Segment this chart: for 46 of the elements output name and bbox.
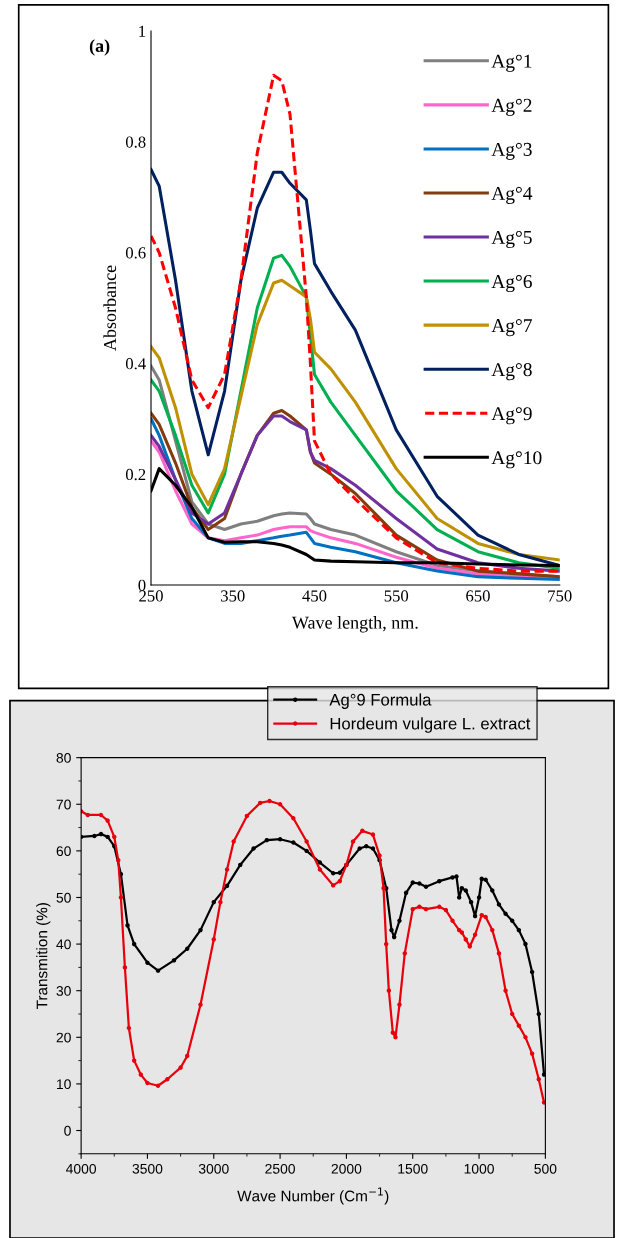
legend-label: Ag°9 <box>491 407 532 425</box>
legend-label: Ag°2 <box>491 98 532 116</box>
y-tick-label: 60 <box>56 846 71 857</box>
x-tick-label: 1500 <box>398 1163 428 1174</box>
y-tick-label: 1 <box>139 25 146 37</box>
x-tick-label: 2500 <box>265 1163 295 1174</box>
legend-label: Ag°7 <box>491 319 532 337</box>
y-tick-label: 80 <box>56 752 71 763</box>
y-tick-label: 40 <box>56 939 71 950</box>
y-tick-label: 0.4 <box>125 358 146 370</box>
legend-label: Ag°5 <box>491 230 532 249</box>
x-tick-label: 4000 <box>65 1163 97 1174</box>
x-tick-label: 500 <box>534 1163 557 1174</box>
legend-label: Ag°1 <box>491 54 532 72</box>
x-tick-label: 2000 <box>331 1163 362 1174</box>
legend-label: Ag°4 <box>491 186 533 204</box>
y-tick-label: 50 <box>56 892 71 903</box>
x-tick-label: 3500 <box>132 1163 163 1174</box>
legend-label: Ag°8 <box>491 363 532 381</box>
x-tick-label: 1000 <box>464 1163 494 1174</box>
y-tick-label: 70 <box>56 799 71 810</box>
y-tick-label: 0 <box>64 1125 71 1136</box>
x-axis-title: Wave Number (Cm$^{−1}$) <box>237 1187 389 1205</box>
x-tick-label: 250 <box>139 590 163 602</box>
legend-label: Ag°10 <box>491 451 542 469</box>
y-tick-label: 0.8 <box>125 136 146 148</box>
y-tick-label: 0.6 <box>125 247 146 259</box>
y-tick-label: 0.2 <box>125 468 146 481</box>
x-tick-label: 750 <box>548 590 572 602</box>
legend-label: Ag°6 <box>491 274 532 293</box>
y-tick-label: 0 <box>138 579 146 591</box>
y-axis-title: Transmition (%) <box>36 903 51 1010</box>
x-tick-label: 450 <box>302 590 327 602</box>
legend-label: Hordeum vulgare L. extract <box>330 717 531 733</box>
legend-label: Ag°3 <box>491 142 532 160</box>
y-tick-label: 30 <box>56 986 71 996</box>
legend-label: Ag°9 Formula <box>329 693 432 709</box>
y-axis-title: Absorbance <box>103 265 117 351</box>
x-tick-label: 550 <box>384 590 409 602</box>
y-tick-label: 20 <box>56 1032 71 1043</box>
x-axis-title: Wave length, nm. <box>291 616 418 633</box>
y-tick-label: 10 <box>57 1079 71 1090</box>
text: (a) <box>89 39 110 56</box>
x-tick-label: 650 <box>466 590 490 602</box>
x-tick-label: 350 <box>221 590 245 602</box>
x-tick-label: 3000 <box>198 1163 229 1174</box>
